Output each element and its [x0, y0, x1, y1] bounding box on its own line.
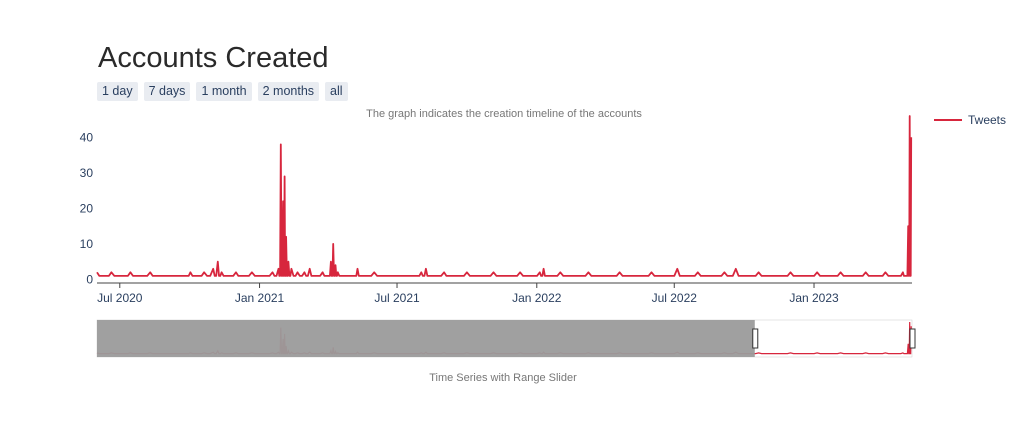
chart-title: Accounts Created: [98, 42, 329, 74]
range-selector: 1 day 7 days 1 month 2 months all: [97, 82, 348, 101]
x-tick-label: Jan 2023: [789, 291, 839, 305]
x-tick-label: Jul 2022: [652, 291, 698, 305]
x-tick-label: Jul 2021: [374, 291, 420, 305]
x-tick-label: Jul 2020: [97, 291, 143, 305]
y-tick-label: 20: [80, 201, 94, 215]
y-tick-label: 40: [80, 130, 94, 144]
range-button-1-month[interactable]: 1 month: [196, 82, 252, 101]
y-tick-label: 0: [86, 272, 93, 286]
chart-subtitle: The graph indicates the creation timelin…: [366, 108, 642, 120]
series-line-tweets: [96, 115, 913, 277]
range-button-1-day[interactable]: 1 day: [97, 82, 138, 101]
legend[interactable]: Tweets: [934, 113, 1006, 127]
range-slider-mask: [97, 320, 755, 357]
x-tick-label: Jan 2022: [512, 291, 562, 305]
range-slider-title: Time Series with Range Slider: [429, 372, 577, 384]
range-slider-handle-right[interactable]: [909, 328, 916, 349]
range-button-7-days[interactable]: 7 days: [143, 82, 191, 101]
legend-label-tweets: Tweets: [968, 113, 1007, 127]
legend-line-swatch: [934, 119, 962, 121]
x-tick-label: Jan 2021: [235, 291, 285, 305]
y-tick-label: 10: [80, 237, 94, 251]
range-button-2-months[interactable]: 2 months: [257, 82, 320, 101]
range-slider-handle-left[interactable]: [752, 328, 759, 349]
range-button-all[interactable]: all: [325, 82, 348, 101]
y-tick-label: 30: [80, 166, 94, 180]
